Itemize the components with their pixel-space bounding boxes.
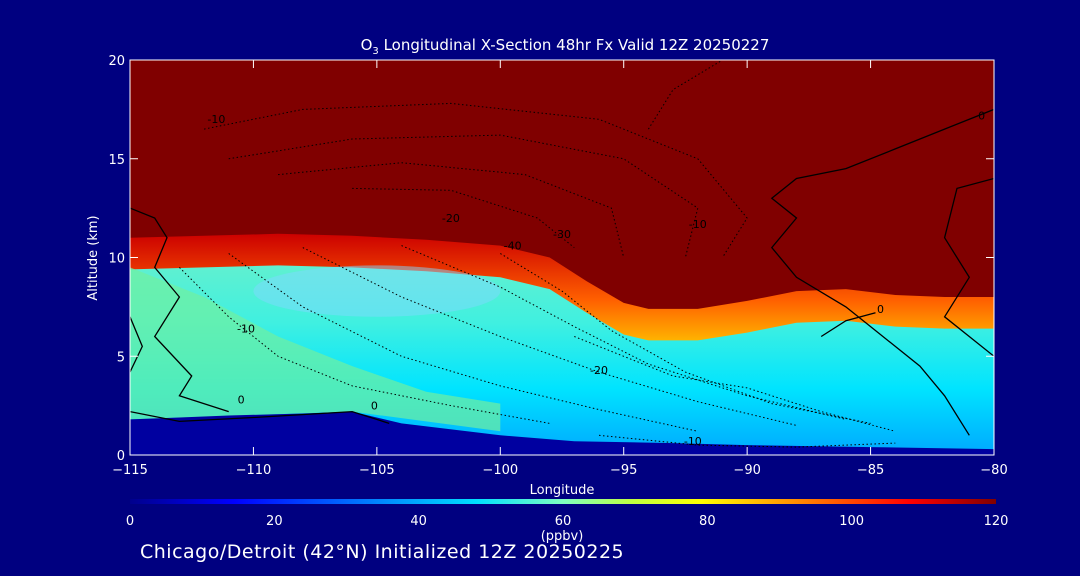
y-tick-label-4: 20	[108, 54, 125, 69]
colorbar-ticks: 0 20 40 60 80 100 120	[126, 514, 1009, 529]
colorbar-unit-label: (ppbv)	[541, 529, 584, 544]
x-tick-label-2: −105	[359, 463, 395, 478]
contour-label-0: -10	[207, 113, 225, 126]
colorbar-tick-label-1: 20	[266, 514, 283, 529]
solid-contour-1	[130, 316, 144, 373]
x-tick-label-5: −90	[733, 463, 760, 478]
lower-left-green-region	[130, 267, 501, 432]
colorbar-tick-label-2: 40	[410, 514, 427, 529]
solid-contour-5	[820, 312, 876, 338]
dotted-contour-10	[598, 434, 896, 448]
dotted-contour-3	[352, 187, 575, 248]
x-tick-label-6: −85	[857, 463, 884, 478]
contour-label-11: 0	[978, 109, 985, 122]
dotted-contour-9	[574, 336, 896, 432]
x-axis-label: Longitude	[530, 483, 595, 498]
contour-label-4: -10	[689, 218, 707, 231]
colorbar-tick-label-6: 120	[984, 514, 1009, 529]
dotted-contour-11	[647, 60, 723, 130]
y-tick-label-0: 0	[117, 449, 125, 464]
contour-label-7: -10	[684, 435, 702, 448]
contour-label-8: 0	[238, 394, 245, 407]
y-tick-label-3: 15	[108, 153, 125, 168]
contour-label-6: -20	[590, 364, 608, 377]
y-tick-label-1: 5	[117, 350, 125, 365]
x-axis: −115 −110 −105 −100 −95 −90 −85 −80	[112, 60, 1008, 478]
y-axis-label: Altitude (km)	[86, 215, 101, 300]
contour-label-1: -20	[442, 212, 460, 225]
x-tick-label-7: −80	[980, 463, 1007, 478]
solid-contour-0	[130, 207, 229, 413]
x-tick-label-4: −95	[610, 463, 637, 478]
colorbar-tick-label-0: 0	[126, 514, 134, 529]
solid-contour-4	[770, 108, 994, 436]
surface-low-ozone-fill	[130, 411, 994, 455]
dotted-contour-7	[401, 245, 847, 420]
contour-label-2: -30	[553, 228, 571, 241]
dotted-contour-6	[302, 247, 797, 426]
contour-labels: -10 -20 -30 -40 -10 -10 -20 -10 0 0 0 0	[207, 109, 985, 448]
solid-contour-2	[130, 410, 390, 425]
low-ozone-core	[253, 265, 501, 317]
chart-title: O3 Longitudinal X-Section 48hr Fx Valid …	[361, 36, 770, 57]
colorbar-tick-label-3: 60	[555, 514, 572, 529]
y-axis: 0 5 10 15 20	[108, 54, 994, 464]
contour-label-5: -10	[237, 323, 255, 336]
solid-contour-3	[943, 177, 994, 357]
x-tick-label-1: −110	[236, 463, 272, 478]
colorbar	[130, 499, 996, 504]
dotted-contour-4	[179, 267, 550, 424]
dotted-contour-8	[500, 253, 871, 424]
colorbar-tick-label-4: 80	[699, 514, 716, 529]
dotted-contour-1	[228, 134, 699, 258]
dotted-contour-0	[204, 102, 748, 258]
footer-caption: Chicago/Detroit (42°N) Initialized 12Z 2…	[140, 541, 625, 563]
colorbar-tick-label-5: 100	[839, 514, 864, 529]
dotted-contour-2	[278, 162, 625, 258]
contour-label-9: 0	[371, 400, 378, 413]
contour-label-3: -40	[504, 240, 522, 253]
contour-lines	[130, 60, 994, 448]
plot-area: -10 -20 -30 -40 -10 -10 -20 -10 0 0 0 0	[130, 60, 994, 455]
x-tick-label-3: −100	[482, 463, 518, 478]
y-tick-label-2: 10	[108, 252, 125, 267]
dotted-contour-5	[228, 253, 698, 432]
contour-label-10: 0	[877, 303, 884, 316]
x-tick-label-0: −115	[112, 463, 148, 478]
